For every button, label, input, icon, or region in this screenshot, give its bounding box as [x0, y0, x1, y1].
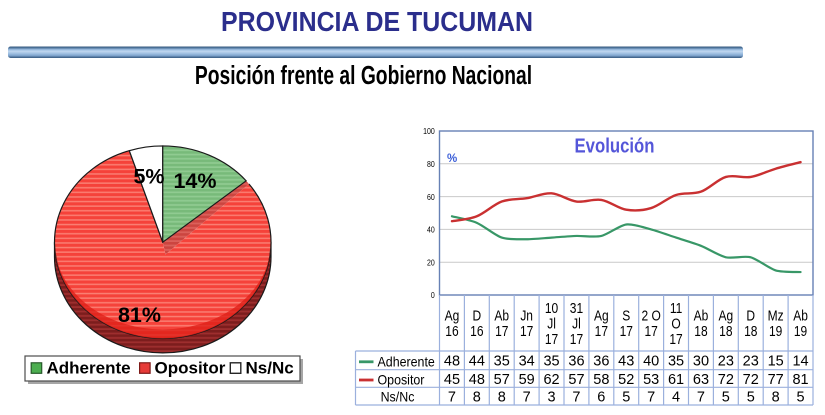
- svg-text:7: 7: [697, 389, 705, 405]
- svg-text:36: 36: [568, 354, 584, 370]
- svg-text:23: 23: [743, 354, 759, 370]
- svg-text:8: 8: [473, 389, 481, 405]
- svg-text:72: 72: [743, 372, 759, 388]
- svg-text:34: 34: [519, 354, 535, 370]
- svg-text:17: 17: [545, 331, 558, 348]
- svg-text:Opositor: Opositor: [378, 372, 426, 388]
- svg-text:15: 15: [768, 354, 784, 370]
- svg-text:PROVINCIA DE TUCUMAN: PROVINCIA DE TUCUMAN: [221, 6, 533, 38]
- svg-text:Mz: Mz: [768, 307, 784, 324]
- svg-text:0: 0: [431, 291, 435, 301]
- svg-text:53: 53: [643, 372, 659, 388]
- svg-text:63: 63: [693, 372, 709, 388]
- svg-text:36: 36: [593, 354, 609, 370]
- svg-text:40: 40: [427, 225, 435, 235]
- svg-text:5%: 5%: [133, 165, 164, 189]
- svg-text:18: 18: [744, 323, 757, 340]
- svg-text:17: 17: [495, 323, 508, 340]
- svg-text:5: 5: [747, 389, 755, 405]
- svg-text:16: 16: [445, 323, 458, 340]
- svg-text:14: 14: [792, 354, 808, 370]
- svg-text:8: 8: [498, 389, 506, 405]
- svg-text:43: 43: [618, 354, 634, 370]
- svg-text:5: 5: [722, 389, 730, 405]
- svg-text:Adherente: Adherente: [47, 359, 131, 378]
- svg-text:3: 3: [548, 389, 556, 405]
- svg-text:81%: 81%: [118, 303, 161, 327]
- svg-text:14%: 14%: [173, 169, 216, 193]
- svg-text:16: 16: [470, 323, 483, 340]
- svg-text:Adherente: Adherente: [378, 354, 435, 370]
- svg-text:D: D: [473, 307, 482, 324]
- svg-text:Evolución: Evolución: [575, 134, 655, 157]
- svg-text:S: S: [622, 307, 630, 324]
- svg-text:57: 57: [494, 372, 510, 388]
- svg-text:Ag: Ag: [445, 307, 460, 324]
- svg-text:Opositor: Opositor: [155, 359, 226, 378]
- svg-text:31: 31: [570, 300, 583, 317]
- svg-text:20: 20: [427, 258, 435, 268]
- svg-text:17: 17: [620, 323, 633, 340]
- svg-text:Ns/Nc: Ns/Nc: [246, 359, 294, 378]
- svg-text:19: 19: [794, 323, 807, 340]
- svg-text:17: 17: [570, 331, 583, 348]
- svg-text:Ns/Nc: Ns/Nc: [381, 389, 415, 405]
- svg-text:7: 7: [448, 389, 456, 405]
- svg-text:35: 35: [668, 354, 684, 370]
- svg-text:80: 80: [427, 159, 435, 169]
- svg-text:17: 17: [595, 323, 608, 340]
- svg-text:58: 58: [593, 372, 609, 388]
- svg-text:40: 40: [643, 354, 659, 370]
- svg-text:Ab: Ab: [494, 307, 509, 324]
- svg-text:Jl: Jl: [572, 315, 581, 332]
- svg-text:60: 60: [427, 192, 435, 202]
- svg-text:57: 57: [568, 372, 584, 388]
- svg-text:17: 17: [520, 323, 533, 340]
- svg-text:7: 7: [523, 389, 531, 405]
- svg-text:48: 48: [469, 372, 485, 388]
- svg-text:10: 10: [545, 300, 559, 317]
- svg-text:45: 45: [444, 372, 460, 388]
- svg-text:44: 44: [469, 354, 485, 370]
- svg-text:Jl: Jl: [547, 315, 556, 332]
- svg-text:48: 48: [444, 354, 460, 370]
- svg-text:77: 77: [768, 372, 784, 388]
- svg-text:81: 81: [792, 372, 808, 388]
- svg-text:11: 11: [670, 300, 682, 317]
- svg-text:30: 30: [693, 354, 709, 370]
- svg-text:4: 4: [672, 389, 680, 405]
- svg-text:35: 35: [494, 354, 510, 370]
- svg-text:Ag: Ag: [594, 307, 609, 324]
- svg-text:19: 19: [769, 323, 782, 340]
- svg-text:%: %: [447, 153, 457, 165]
- svg-text:Jn: Jn: [520, 307, 533, 324]
- svg-text:100: 100: [423, 127, 435, 137]
- svg-text:17: 17: [669, 331, 682, 348]
- svg-text:8: 8: [772, 389, 780, 405]
- svg-text:18: 18: [694, 323, 707, 340]
- svg-text:59: 59: [519, 372, 535, 388]
- svg-text:52: 52: [618, 372, 634, 388]
- svg-text:Posición frente al Gobierno Na: Posición frente al Gobierno Nacional: [195, 60, 532, 90]
- svg-text:18: 18: [719, 323, 732, 340]
- svg-text:Ab: Ab: [694, 307, 709, 324]
- svg-text:2 O: 2 O: [641, 307, 660, 324]
- svg-text:35: 35: [543, 354, 559, 370]
- svg-text:7: 7: [572, 389, 580, 405]
- svg-text:17: 17: [644, 323, 657, 340]
- svg-text:O: O: [671, 315, 680, 332]
- svg-text:7: 7: [647, 389, 655, 405]
- svg-text:Ab: Ab: [793, 307, 808, 324]
- svg-text:Ag: Ag: [719, 307, 734, 324]
- svg-text:5: 5: [622, 389, 630, 405]
- svg-text:23: 23: [718, 354, 734, 370]
- svg-text:D: D: [746, 307, 755, 324]
- svg-text:72: 72: [718, 372, 734, 388]
- svg-text:61: 61: [668, 372, 684, 388]
- svg-text:5: 5: [797, 389, 805, 405]
- svg-text:62: 62: [543, 372, 559, 388]
- svg-text:6: 6: [597, 389, 605, 405]
